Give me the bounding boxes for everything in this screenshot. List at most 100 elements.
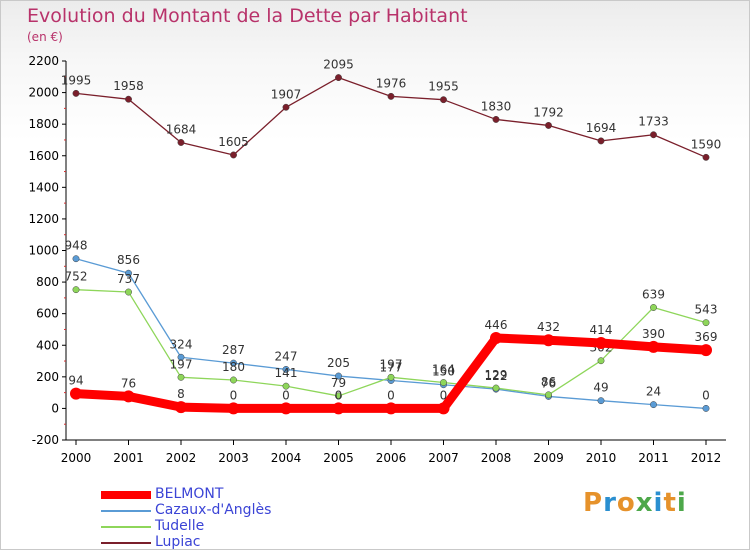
data-point-belmont <box>70 387 82 400</box>
data-point-tudelle <box>702 319 710 327</box>
x-tick-label: 2006 <box>376 451 407 465</box>
legend-swatch-belmont <box>101 491 151 499</box>
data-label-tudelle: 86 <box>541 375 556 389</box>
logo-letter: P <box>583 488 604 518</box>
data-label-lupiac: 1958 <box>113 79 144 93</box>
data-label-cazaux-d-angl-s: 247 <box>275 349 298 363</box>
data-label-cazaux-d-angl-s: 150 <box>432 365 455 379</box>
data-point-belmont <box>542 334 555 347</box>
legend-label-belmont: BELMONT <box>155 486 224 502</box>
data-label-cazaux-d-angl-s: 948 <box>65 239 88 253</box>
legend-label-lupiac: Lupiac <box>155 534 201 550</box>
data-label-cazaux-d-angl-s: 856 <box>117 253 140 267</box>
data-point-lupiac <box>492 115 500 123</box>
y-tick-label: 2000 <box>28 86 59 100</box>
data-point-lupiac <box>125 95 132 103</box>
data-point-tudelle <box>177 373 185 381</box>
data-point-cazaux-d-angl-s <box>282 365 290 373</box>
x-tick-label: 2005 <box>323 451 354 465</box>
y-tick-label: 1400 <box>28 180 59 194</box>
data-point-lupiac <box>177 139 185 146</box>
y-tick-label: -200 <box>32 433 59 447</box>
data-point-cazaux-d-angl-s <box>597 397 605 405</box>
logo-letter: i <box>676 488 687 518</box>
legend-item-cazaux: Cazaux-d'Anglès <box>101 502 361 519</box>
y-tick-label: 1800 <box>28 117 59 131</box>
data-label-lupiac: 1907 <box>271 87 302 101</box>
x-tick-label: 2000 <box>61 451 92 465</box>
logo-letter: x <box>635 488 654 518</box>
y-tick-label: 2200 <box>28 54 59 68</box>
data-label-belmont: 369 <box>695 330 718 344</box>
data-point-lupiac <box>387 92 395 100</box>
data-label-lupiac: 1694 <box>586 121 617 135</box>
data-label-lupiac: 1684 <box>166 122 197 136</box>
data-point-tudelle <box>282 382 290 390</box>
data-point-lupiac <box>335 74 342 82</box>
data-label-belmont: 0 <box>282 388 290 402</box>
series-belmont: 94 76 8 0 0 0 0 0 446 432 414 390 369 <box>68 318 718 415</box>
data-label-tudelle: 180 <box>222 360 245 374</box>
data-label-cazaux-d-angl-s: 76 <box>541 376 556 390</box>
legend-item-lupiac: Lupiac <box>101 534 361 551</box>
data-label-tudelle: 639 <box>642 288 665 302</box>
data-label-belmont: 8 <box>177 387 185 401</box>
legend: BELMONT Cazaux-d'Anglès Tudelle Lupiac <box>101 486 361 551</box>
logo-letter: r <box>603 488 617 518</box>
y-tick-label: 1000 <box>28 244 59 258</box>
data-label-lupiac: 1733 <box>638 115 669 129</box>
data-label-belmont: 0 <box>335 388 343 402</box>
data-label-tudelle: 164 <box>432 363 455 377</box>
data-label-cazaux-d-angl-s: 122 <box>485 369 508 383</box>
data-label-cazaux-d-angl-s: 49 <box>593 381 608 395</box>
x-tick-label: 2001 <box>113 451 144 465</box>
data-point-lupiac <box>545 121 552 129</box>
y-tick-label: 0 <box>51 401 59 415</box>
data-label-tudelle: 141 <box>275 366 298 380</box>
data-point-belmont <box>647 340 660 353</box>
x-tick-label: 2003 <box>218 451 249 465</box>
data-point-cazaux-d-angl-s <box>702 404 710 412</box>
data-point-tudelle <box>125 288 132 296</box>
proxiti-logo: Proxiti <box>583 488 687 518</box>
legend-item-tudelle: Tudelle <box>101 518 361 535</box>
data-label-belmont: 0 <box>230 388 238 402</box>
data-label-tudelle: 737 <box>117 272 140 286</box>
data-point-tudelle <box>335 392 342 400</box>
series-layer: 1995 1958 1684 1605 1907 2095 1976 1955 1830 1792… <box>61 58 722 415</box>
data-point-lupiac <box>597 137 605 145</box>
data-label-cazaux-d-angl-s: 205 <box>327 356 350 370</box>
data-label-belmont: 0 <box>440 388 448 402</box>
data-point-belmont <box>700 344 712 357</box>
data-point-belmont <box>385 402 397 415</box>
x-tick-label: 2011 <box>638 451 669 465</box>
data-label-tudelle: 752 <box>65 270 88 284</box>
data-label-lupiac: 1995 <box>61 73 92 87</box>
legend-label-cazaux: Cazaux-d'Anglès <box>155 502 272 518</box>
data-point-lupiac <box>650 131 657 139</box>
x-tick-label: 2004 <box>271 451 302 465</box>
chart-title: Evolution du Montant de la Dette par Hab… <box>27 5 468 27</box>
data-label-lupiac: 1590 <box>691 137 722 151</box>
data-point-belmont <box>280 402 292 415</box>
data-point-tudelle <box>387 373 395 381</box>
data-label-lupiac: 1955 <box>428 80 459 94</box>
y-tick-label: 800 <box>36 275 59 289</box>
x-tick-label: 2010 <box>586 451 617 465</box>
data-point-belmont <box>437 402 450 415</box>
data-label-tudelle: 197 <box>170 357 193 371</box>
data-point-tudelle <box>545 391 552 399</box>
data-point-cazaux-d-angl-s <box>72 255 80 263</box>
logo-letter: o <box>616 488 636 518</box>
data-point-cazaux-d-angl-s <box>177 353 185 361</box>
data-label-belmont: 446 <box>485 318 508 332</box>
x-tick-label: 2009 <box>533 451 564 465</box>
data-point-cazaux-d-angl-s <box>335 372 342 380</box>
data-point-belmont <box>490 331 502 344</box>
data-point-lupiac <box>72 89 80 97</box>
data-label-lupiac: 1605 <box>218 135 249 149</box>
logo-letter: t <box>663 488 677 518</box>
data-point-lupiac <box>282 103 290 111</box>
